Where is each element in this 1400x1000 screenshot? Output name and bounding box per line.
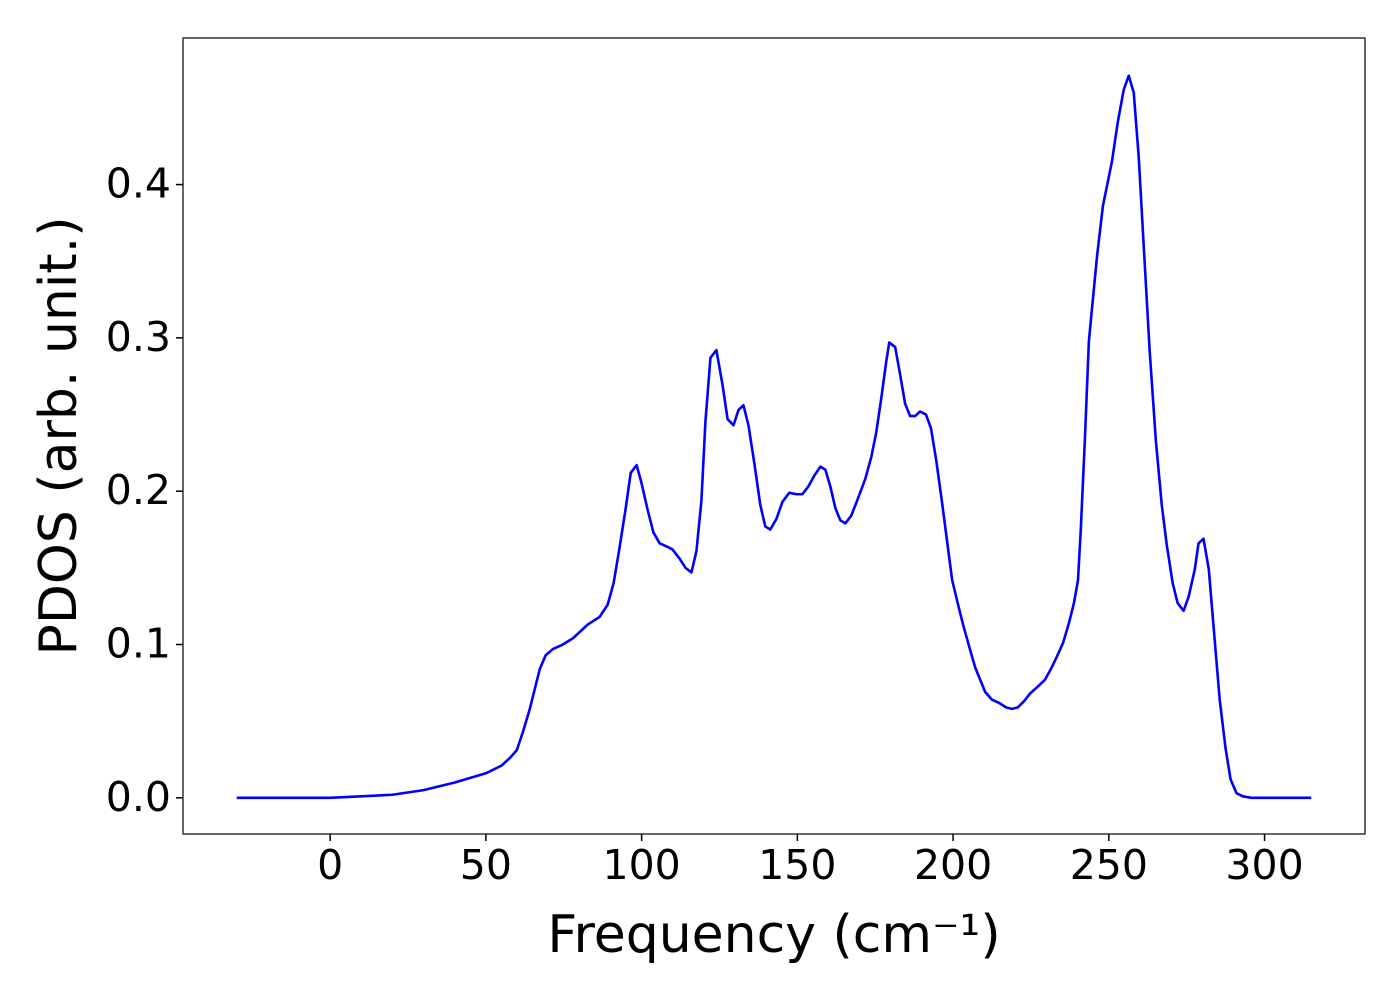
x-tick-label: 100 bbox=[602, 841, 680, 889]
y-axis-label: PDOS (arb. unit.) bbox=[29, 216, 89, 655]
x-tick-label: 0 bbox=[317, 841, 343, 889]
x-axis-label: Frequency (cm⁻¹) bbox=[547, 905, 1000, 965]
x-tick-label: 300 bbox=[1225, 841, 1303, 889]
y-tick-label: 0.3 bbox=[106, 313, 171, 361]
y-tick-label: 0.1 bbox=[106, 620, 171, 668]
y-tick-label: 0.0 bbox=[106, 773, 171, 821]
data-line bbox=[236, 74, 1312, 800]
y-tick-label: 0.2 bbox=[106, 466, 171, 514]
plot-frame bbox=[182, 37, 1366, 835]
x-tick-label: 50 bbox=[460, 841, 512, 889]
x-tick-label: 200 bbox=[914, 841, 992, 889]
y-tick-label: 0.4 bbox=[106, 160, 171, 208]
x-tick-label: 150 bbox=[758, 841, 836, 889]
x-tick-label: 250 bbox=[1070, 841, 1148, 889]
